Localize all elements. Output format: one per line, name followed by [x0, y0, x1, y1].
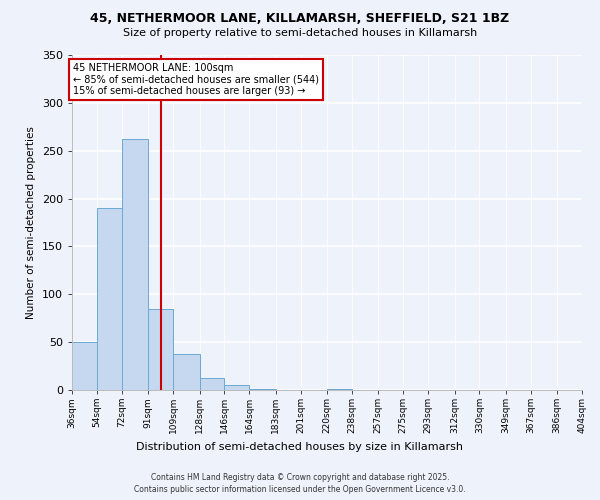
- Bar: [327, 389, 352, 390]
- Text: Contains public sector information licensed under the Open Government Licence v3: Contains public sector information licen…: [134, 485, 466, 494]
- Bar: [97, 208, 122, 390]
- Bar: [199, 378, 224, 390]
- Bar: [148, 308, 173, 390]
- Bar: [250, 389, 276, 390]
- Text: 45, NETHERMOOR LANE, KILLAMARSH, SHEFFIELD, S21 1BZ: 45, NETHERMOOR LANE, KILLAMARSH, SHEFFIE…: [91, 12, 509, 26]
- Bar: [122, 139, 148, 390]
- Text: Size of property relative to semi-detached houses in Killamarsh: Size of property relative to semi-detach…: [123, 28, 477, 38]
- Text: Distribution of semi-detached houses by size in Killamarsh: Distribution of semi-detached houses by …: [137, 442, 464, 452]
- Bar: [173, 354, 199, 390]
- Text: 45 NETHERMOOR LANE: 100sqm
← 85% of semi-detached houses are smaller (544)
15% o: 45 NETHERMOOR LANE: 100sqm ← 85% of semi…: [73, 62, 319, 96]
- Bar: [72, 342, 97, 390]
- Bar: [224, 385, 250, 390]
- Y-axis label: Number of semi-detached properties: Number of semi-detached properties: [26, 126, 36, 319]
- Text: Contains HM Land Registry data © Crown copyright and database right 2025.: Contains HM Land Registry data © Crown c…: [151, 472, 449, 482]
